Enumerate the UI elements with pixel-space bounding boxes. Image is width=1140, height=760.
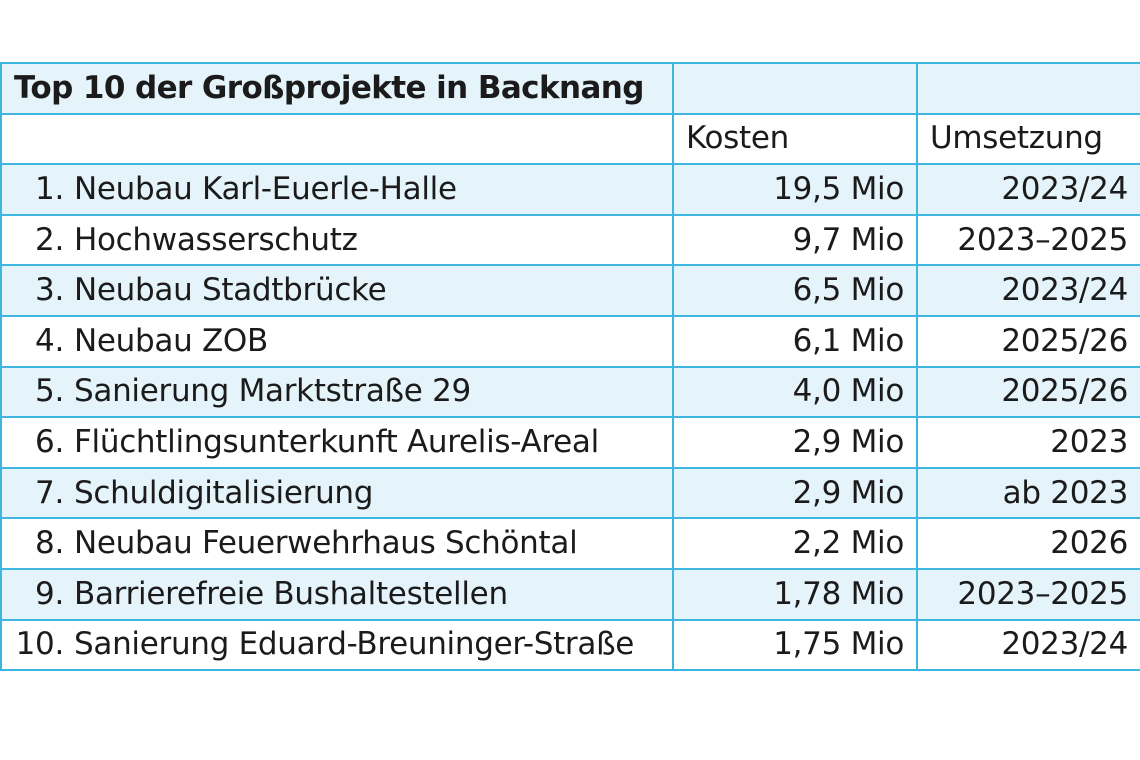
- table-row: 3. Neubau Stadtbrücke 6,5 Mio 2023/24: [0, 264, 1140, 317]
- project-cell: 1. Neubau Karl-Euerle-Halle: [0, 163, 674, 216]
- project-kosten: 2,9 Mio: [672, 466, 918, 520]
- table-row: 1. Neubau Karl-Euerle-Halle 19,5 Mio 2023/2…: [0, 163, 1140, 216]
- column-header-name: [0, 112, 674, 166]
- header-row: Kosten Umsetzung: [0, 112, 1140, 166]
- project-name: Neubau Stadtbrücke: [74, 272, 387, 309]
- title-row-empty-cell: [916, 62, 1140, 115]
- project-name: Hochwasserschutz: [74, 221, 358, 258]
- project-cell: 2. Hochwasserschutz: [0, 213, 674, 267]
- project-cell: 4. Neubau ZOB: [0, 314, 674, 368]
- project-kosten: 9,7 Mio: [672, 213, 918, 267]
- project-umsetzung: 2023/24: [916, 618, 1140, 672]
- project-umsetzung: 2025/26: [916, 365, 1140, 419]
- project-cell: 8. Neubau Feuerwehrhaus Schöntal: [0, 517, 674, 570]
- table-row: 6. Flüchtlingsunterkunft Aurelis-Areal 2,9…: [0, 416, 1140, 469]
- table-title: Top 10 der Großprojekte in Backnang: [0, 62, 674, 115]
- project-umsetzung: 2025/26: [916, 314, 1140, 368]
- project-umsetzung: 2023–2025: [916, 213, 1140, 267]
- projects-table-container: Top 10 der Großprojekte in Backnang Kost…: [0, 62, 1140, 672]
- title-row-empty-cell: [672, 62, 918, 115]
- project-rank: 2.: [35, 221, 64, 258]
- project-rank: 8.: [35, 525, 64, 562]
- project-name: Schuldigitalisierung: [74, 474, 374, 511]
- project-kosten: 4,0 Mio: [672, 365, 918, 419]
- project-name: Sanierung Eduard-Breuninger-Straße: [74, 626, 635, 663]
- project-kosten: 19,5 Mio: [672, 163, 918, 216]
- project-umsetzung: 2026: [916, 517, 1140, 570]
- table-row: 8. Neubau Feuerwehrhaus Schöntal 2,2 Mio 20…: [0, 517, 1140, 570]
- column-header-umsetzung: Umsetzung: [916, 112, 1140, 166]
- project-umsetzung: ab 2023: [916, 466, 1140, 520]
- project-name: Sanierung Marktstraße 29: [74, 373, 471, 410]
- project-umsetzung: 2023/24: [916, 264, 1140, 317]
- table-row: 2. Hochwasserschutz 9,7 Mio 2023–2025: [0, 213, 1140, 267]
- project-cell: 5. Sanierung Marktstraße 29: [0, 365, 674, 419]
- table-row: 9. Barrierefreie Bushaltestellen 1,78 Mio 2…: [0, 567, 1140, 621]
- projects-table: Top 10 der Großprojekte in Backnang Kost…: [0, 62, 1140, 672]
- project-name: Flüchtlingsunterkunft Aurelis-Areal: [74, 423, 599, 460]
- project-kosten: 1,78 Mio: [672, 567, 918, 621]
- title-row: Top 10 der Großprojekte in Backnang: [0, 62, 1140, 115]
- table-row: 10. Sanierung Eduard-Breuninger-Straße 1,7…: [0, 618, 1140, 672]
- table-row: 7. Schuldigitalisierung 2,9 Mio ab 2023: [0, 466, 1140, 520]
- project-kosten: 1,75 Mio: [672, 618, 918, 672]
- project-cell: 6. Flüchtlingsunterkunft Aurelis-Areal: [0, 416, 674, 469]
- project-name: Barrierefreie Bushaltestellen: [74, 575, 508, 612]
- table-row: 4. Neubau ZOB 6,1 Mio 2025/26: [0, 314, 1140, 368]
- project-kosten: 6,5 Mio: [672, 264, 918, 317]
- project-umsetzung: 2023: [916, 416, 1140, 469]
- project-cell: 3. Neubau Stadtbrücke: [0, 264, 674, 317]
- project-name: Neubau ZOB: [74, 322, 268, 359]
- project-rank: 3.: [35, 272, 64, 309]
- project-cell: 10. Sanierung Eduard-Breuninger-Straße: [0, 618, 674, 672]
- table-row: 5. Sanierung Marktstraße 29 4,0 Mio 2025/26: [0, 365, 1140, 419]
- project-umsetzung: 2023–2025: [916, 567, 1140, 621]
- projects-table-body: Top 10 der Großprojekte in Backnang Kost…: [0, 62, 1140, 672]
- project-rank: 10.: [15, 626, 65, 663]
- project-rank: 4.: [35, 322, 64, 359]
- project-cell: 9. Barrierefreie Bushaltestellen: [0, 567, 674, 621]
- project-kosten: 2,9 Mio: [672, 416, 918, 469]
- project-name: Neubau Feuerwehrhaus Schöntal: [74, 525, 578, 562]
- project-rank: 1.: [35, 170, 64, 207]
- project-umsetzung: 2023/24: [916, 163, 1140, 216]
- project-kosten: 2,2 Mio: [672, 517, 918, 570]
- project-rank: 6.: [35, 423, 64, 460]
- project-rank: 5.: [35, 373, 64, 410]
- project-rank: 7.: [35, 474, 64, 511]
- project-name: Neubau Karl-Euerle-Halle: [74, 170, 457, 207]
- project-rank: 9.: [35, 575, 64, 612]
- column-header-kosten: Kosten: [672, 112, 918, 166]
- project-kosten: 6,1 Mio: [672, 314, 918, 368]
- project-cell: 7. Schuldigitalisierung: [0, 466, 674, 520]
